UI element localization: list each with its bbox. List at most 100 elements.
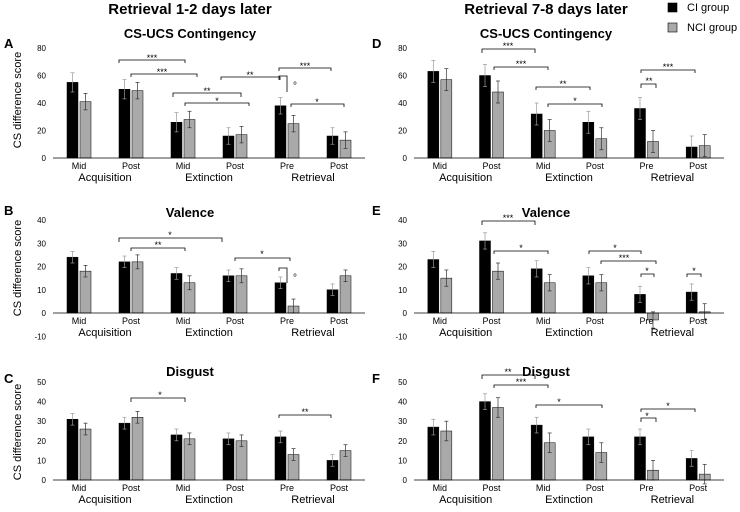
ci-bar-mid <box>170 434 183 481</box>
left-column-title: Retrieval 1-2 days later <box>108 1 272 18</box>
panel-f-groups: Acquisition Extinction Retrieval <box>439 494 694 506</box>
y-tick-label: 0 <box>403 154 408 163</box>
ci-bar-mid <box>66 256 79 314</box>
category-label: Mid <box>433 161 448 171</box>
sig-bracket <box>234 257 291 261</box>
legend-label-ci: CI group <box>687 2 729 14</box>
group-label: Acquisition <box>78 327 131 339</box>
panel-a: A CS-UCS Contingency CS difference score… <box>4 26 365 184</box>
category-label: Post <box>482 483 501 493</box>
category-label: Post <box>330 161 349 171</box>
panel-letter-b: B <box>4 203 13 218</box>
category-label: Mid <box>536 316 551 326</box>
right-column-title: Retrieval 7-8 days later <box>464 1 628 18</box>
sig-label: ° <box>293 273 297 284</box>
ci-bar-post <box>118 422 131 481</box>
sig-bracket <box>184 102 250 106</box>
category-label: Mid <box>72 483 87 493</box>
y-tick-label: 20 <box>37 127 46 136</box>
category-label: Mid <box>536 483 551 493</box>
sig-label: * <box>168 230 172 240</box>
category-label: Mid <box>176 483 191 493</box>
y-tick-label: 40 <box>398 99 407 108</box>
panel-d-ticks: 0 20 40 60 80 <box>398 44 407 163</box>
sig-label: * <box>260 249 264 259</box>
ci-bar-mid <box>530 424 543 481</box>
y-tick-label: 30 <box>37 239 46 248</box>
panel-f-sig-labels: ** *** * * * <box>504 367 670 421</box>
sig-label: ** <box>154 240 162 250</box>
ci-bar-mid <box>66 418 79 481</box>
panel-a-categories: Mid Post Mid Post Pre Post <box>72 161 349 171</box>
panel-a-groups: Acquisition Extinction Retrieval <box>78 172 334 184</box>
category-label: Post <box>122 483 141 493</box>
y-tick-label: 50 <box>398 378 407 387</box>
sig-bracket <box>118 59 186 63</box>
group-label: Extinction <box>185 494 233 506</box>
category-label: Post <box>586 161 605 171</box>
y-tick-label: 60 <box>37 72 46 81</box>
sig-bracket <box>588 250 642 254</box>
group-label: Acquisition <box>78 494 131 506</box>
category-label: Post <box>482 316 501 326</box>
y-tick-label: 0 <box>403 309 408 318</box>
sig-bracket <box>130 73 198 77</box>
panel-b-categories: Mid Post Mid Post Pre Post <box>72 316 349 326</box>
sig-label: * <box>215 96 219 106</box>
y-tick-label: 30 <box>37 417 46 426</box>
group-label: Retrieval <box>291 172 334 184</box>
sig-bracket <box>493 66 549 70</box>
y-tick-label: 20 <box>37 437 46 446</box>
panel-c: C Disgust CS difference score 0 10 20 30 40 5… <box>4 364 365 506</box>
legend-label-nci: NCI group <box>687 22 737 34</box>
panel-a-ylabel: CS difference score <box>12 52 24 148</box>
panel-a-significance <box>118 59 345 107</box>
y-tick-label: 40 <box>37 216 46 225</box>
sig-label: * <box>557 397 561 407</box>
category-label: Mid <box>72 161 87 171</box>
y-tick-label: 10 <box>398 286 407 295</box>
sig-label: *** <box>503 213 514 223</box>
panel-e-significance <box>481 220 702 277</box>
y-tick-label: 40 <box>398 398 407 407</box>
sig-label: * <box>315 97 319 107</box>
panel-c-sig-labels: * ** <box>158 390 309 417</box>
panel-d-categories: Mid Post Mid Post Pre Post <box>433 161 708 171</box>
panel-c-ylabel: CS difference score <box>12 384 24 480</box>
panel-c-bars <box>66 411 352 481</box>
sig-label: * <box>519 243 523 253</box>
group-label: Acquisition <box>439 327 492 339</box>
y-tick-label: -10 <box>395 332 407 341</box>
panel-b: B Valence CS difference score -10 0 10 20 30… <box>4 203 365 341</box>
y-tick-label: 40 <box>37 398 46 407</box>
nci-bar-post <box>131 417 144 481</box>
y-tick-label: 80 <box>37 44 46 53</box>
group-label: Retrieval <box>651 172 694 184</box>
sig-bracket <box>172 92 242 97</box>
panel-b-title: Valence <box>166 205 214 220</box>
category-label: Pre <box>280 316 294 326</box>
y-tick-label: 0 <box>42 154 47 163</box>
sig-bracket <box>640 273 655 277</box>
panel-f-ticks: 0 10 20 30 40 50 <box>398 378 407 485</box>
y-tick-label: 20 <box>398 127 407 136</box>
sig-label: ** <box>203 86 211 96</box>
panel-e-sig-labels: *** * * *** * * <box>503 213 697 276</box>
group-label: Extinction <box>545 327 593 339</box>
category-label: Pre <box>639 316 653 326</box>
category-label: Post <box>330 316 349 326</box>
group-label: Extinction <box>545 172 593 184</box>
panel-e-groups: Acquisition Extinction Retrieval <box>439 327 694 339</box>
panel-letter-d: D <box>372 36 381 51</box>
sig-bracket <box>640 69 696 73</box>
panel-f-categories: Mid Post Mid Post Pre Post <box>433 483 708 493</box>
category-label: Post <box>122 161 141 171</box>
sig-label: *** <box>516 377 527 387</box>
sig-label: *** <box>157 67 168 77</box>
y-tick-label: 20 <box>37 263 46 272</box>
panel-c-categories: Mid Post Mid Post Pre Post <box>72 483 349 493</box>
sig-bracket <box>278 75 288 92</box>
group-label: Retrieval <box>291 494 334 506</box>
